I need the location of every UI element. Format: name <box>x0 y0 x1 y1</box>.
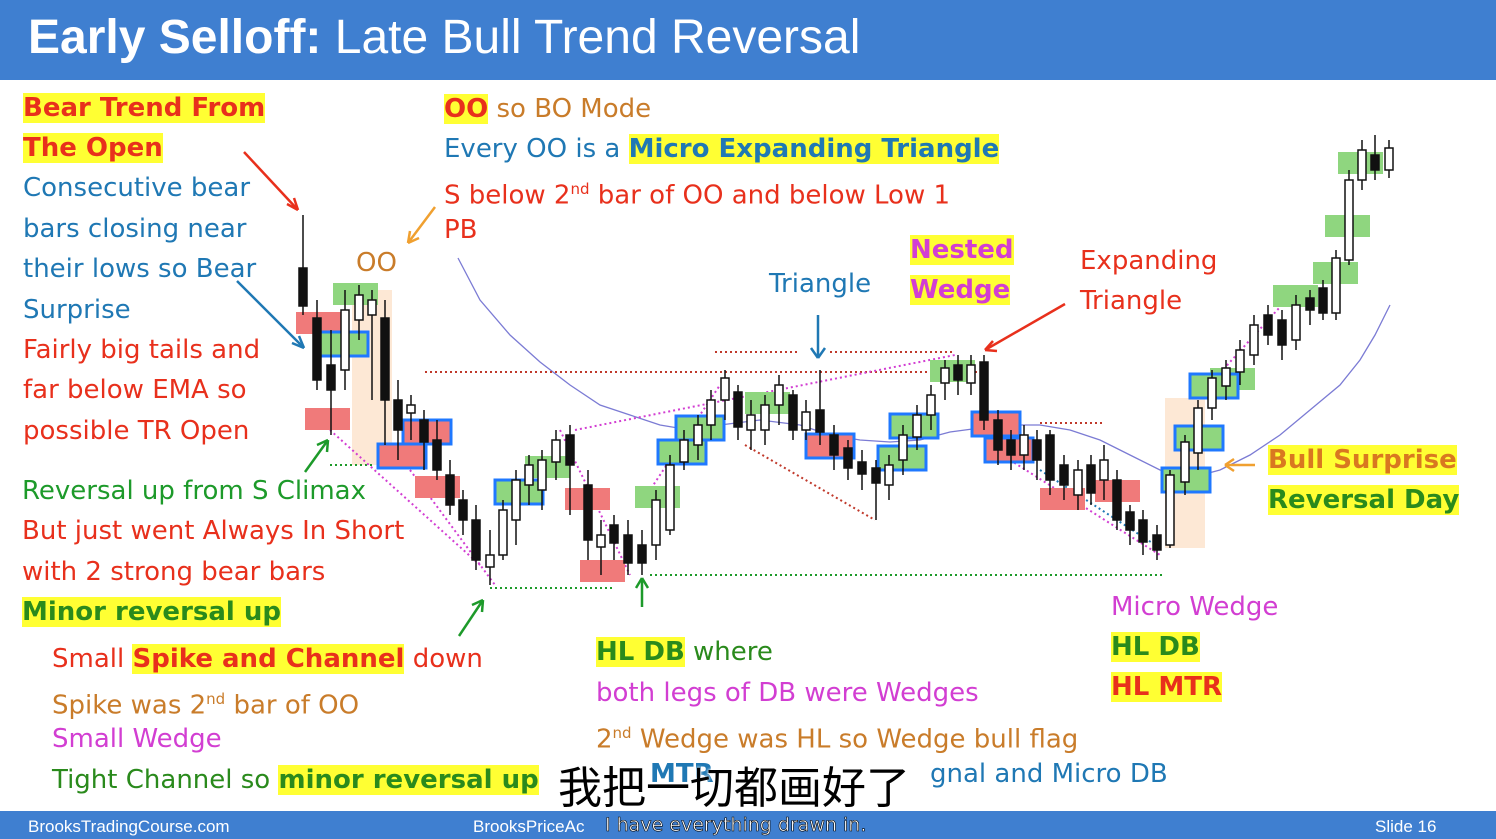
both-legs-note: both legs of DB were Wedges <box>596 678 979 708</box>
consecutive-bear-note-3: their lows so Bear <box>23 254 257 284</box>
bull-surprise-label: Bull Surprise <box>1268 445 1457 475</box>
consecutive-bear-note-2: bars closing near <box>23 214 247 244</box>
spike-channel-note: Small Spike and Channel down <box>52 644 483 674</box>
every-oo-note: Every OO is a Micro Expanding Triangle <box>444 134 1000 164</box>
reversal-note: Reversal up from S Climax <box>22 476 366 506</box>
hl-db-right-label: HL DB <box>1111 632 1200 662</box>
s-below-note: S below 2nd bar of OO and below Low 1 <box>444 180 951 211</box>
tails-note-2: far below EMA so <box>23 375 247 405</box>
subtitle-english: I have everything drawn in. <box>605 814 867 837</box>
signal-micro-db-note: gnal and Micro DB <box>930 759 1168 789</box>
bear-trend-label: Bear Trend From <box>23 93 266 123</box>
slide-number: Slide 16 <box>1375 817 1437 836</box>
expanding-triangle-label-2: Triangle <box>1080 286 1183 316</box>
oo-bo-mode-note: OO so BO Mode <box>444 94 652 124</box>
footer-center: BrooksPriceAc <box>473 817 585 836</box>
ema-line <box>457 257 1391 479</box>
micro-wedge-label: Micro Wedge <box>1111 592 1279 622</box>
tails-note: Fairly big tails and <box>23 335 261 365</box>
consecutive-bear-note-4: Surprise <box>23 295 131 325</box>
tight-channel-note: Tight Channel so minor reversal up <box>52 765 539 795</box>
always-in-short-note: But just went Always In Short <box>22 516 405 546</box>
strong-bear-bars-note: with 2 strong bear bars <box>22 557 326 587</box>
minor-reversal-label: Minor reversal up <box>22 597 281 627</box>
nested-wedge-label-2: Wedge <box>910 275 1011 305</box>
spike-2nd-note: Spike was 2nd bar of OO <box>52 690 360 721</box>
nested-wedge-label: Nested <box>910 235 1014 265</box>
triangle-label: Triangle <box>769 269 872 299</box>
wedge-bull-flag-note: 2nd Wedge was HL so Wedge bull flag <box>596 724 1079 755</box>
consecutive-bear-note: Consecutive bear <box>23 173 251 203</box>
hl-db-note: HL DB where <box>596 637 773 667</box>
reversal-day-label: Reversal Day <box>1268 485 1460 515</box>
bear-trend-label-2: The Open <box>23 133 163 163</box>
small-wedge-note: Small Wedge <box>52 724 222 754</box>
slide-header: Early Selloff: Late Bull Trend Reversal <box>0 0 1496 80</box>
subtitle-chinese: 我把一切都画好了 <box>558 763 910 814</box>
tails-note-3: possible TR Open <box>23 416 250 446</box>
oo-label: OO <box>356 248 397 278</box>
slide-footer: BrooksTradingCourse.com BrooksPriceAc Sl… <box>0 811 1496 839</box>
pb-note: PB <box>444 215 478 245</box>
candles <box>298 135 1394 585</box>
footer-site: BrooksTradingCourse.com <box>28 817 230 836</box>
mtr-fragment: MTR <box>650 759 714 789</box>
hl-mtr-label: HL MTR <box>1111 672 1223 702</box>
expanding-triangle-label: Expanding <box>1080 246 1218 276</box>
slide-title: Early Selloff: Late Bull Trend Reversal <box>28 11 861 64</box>
